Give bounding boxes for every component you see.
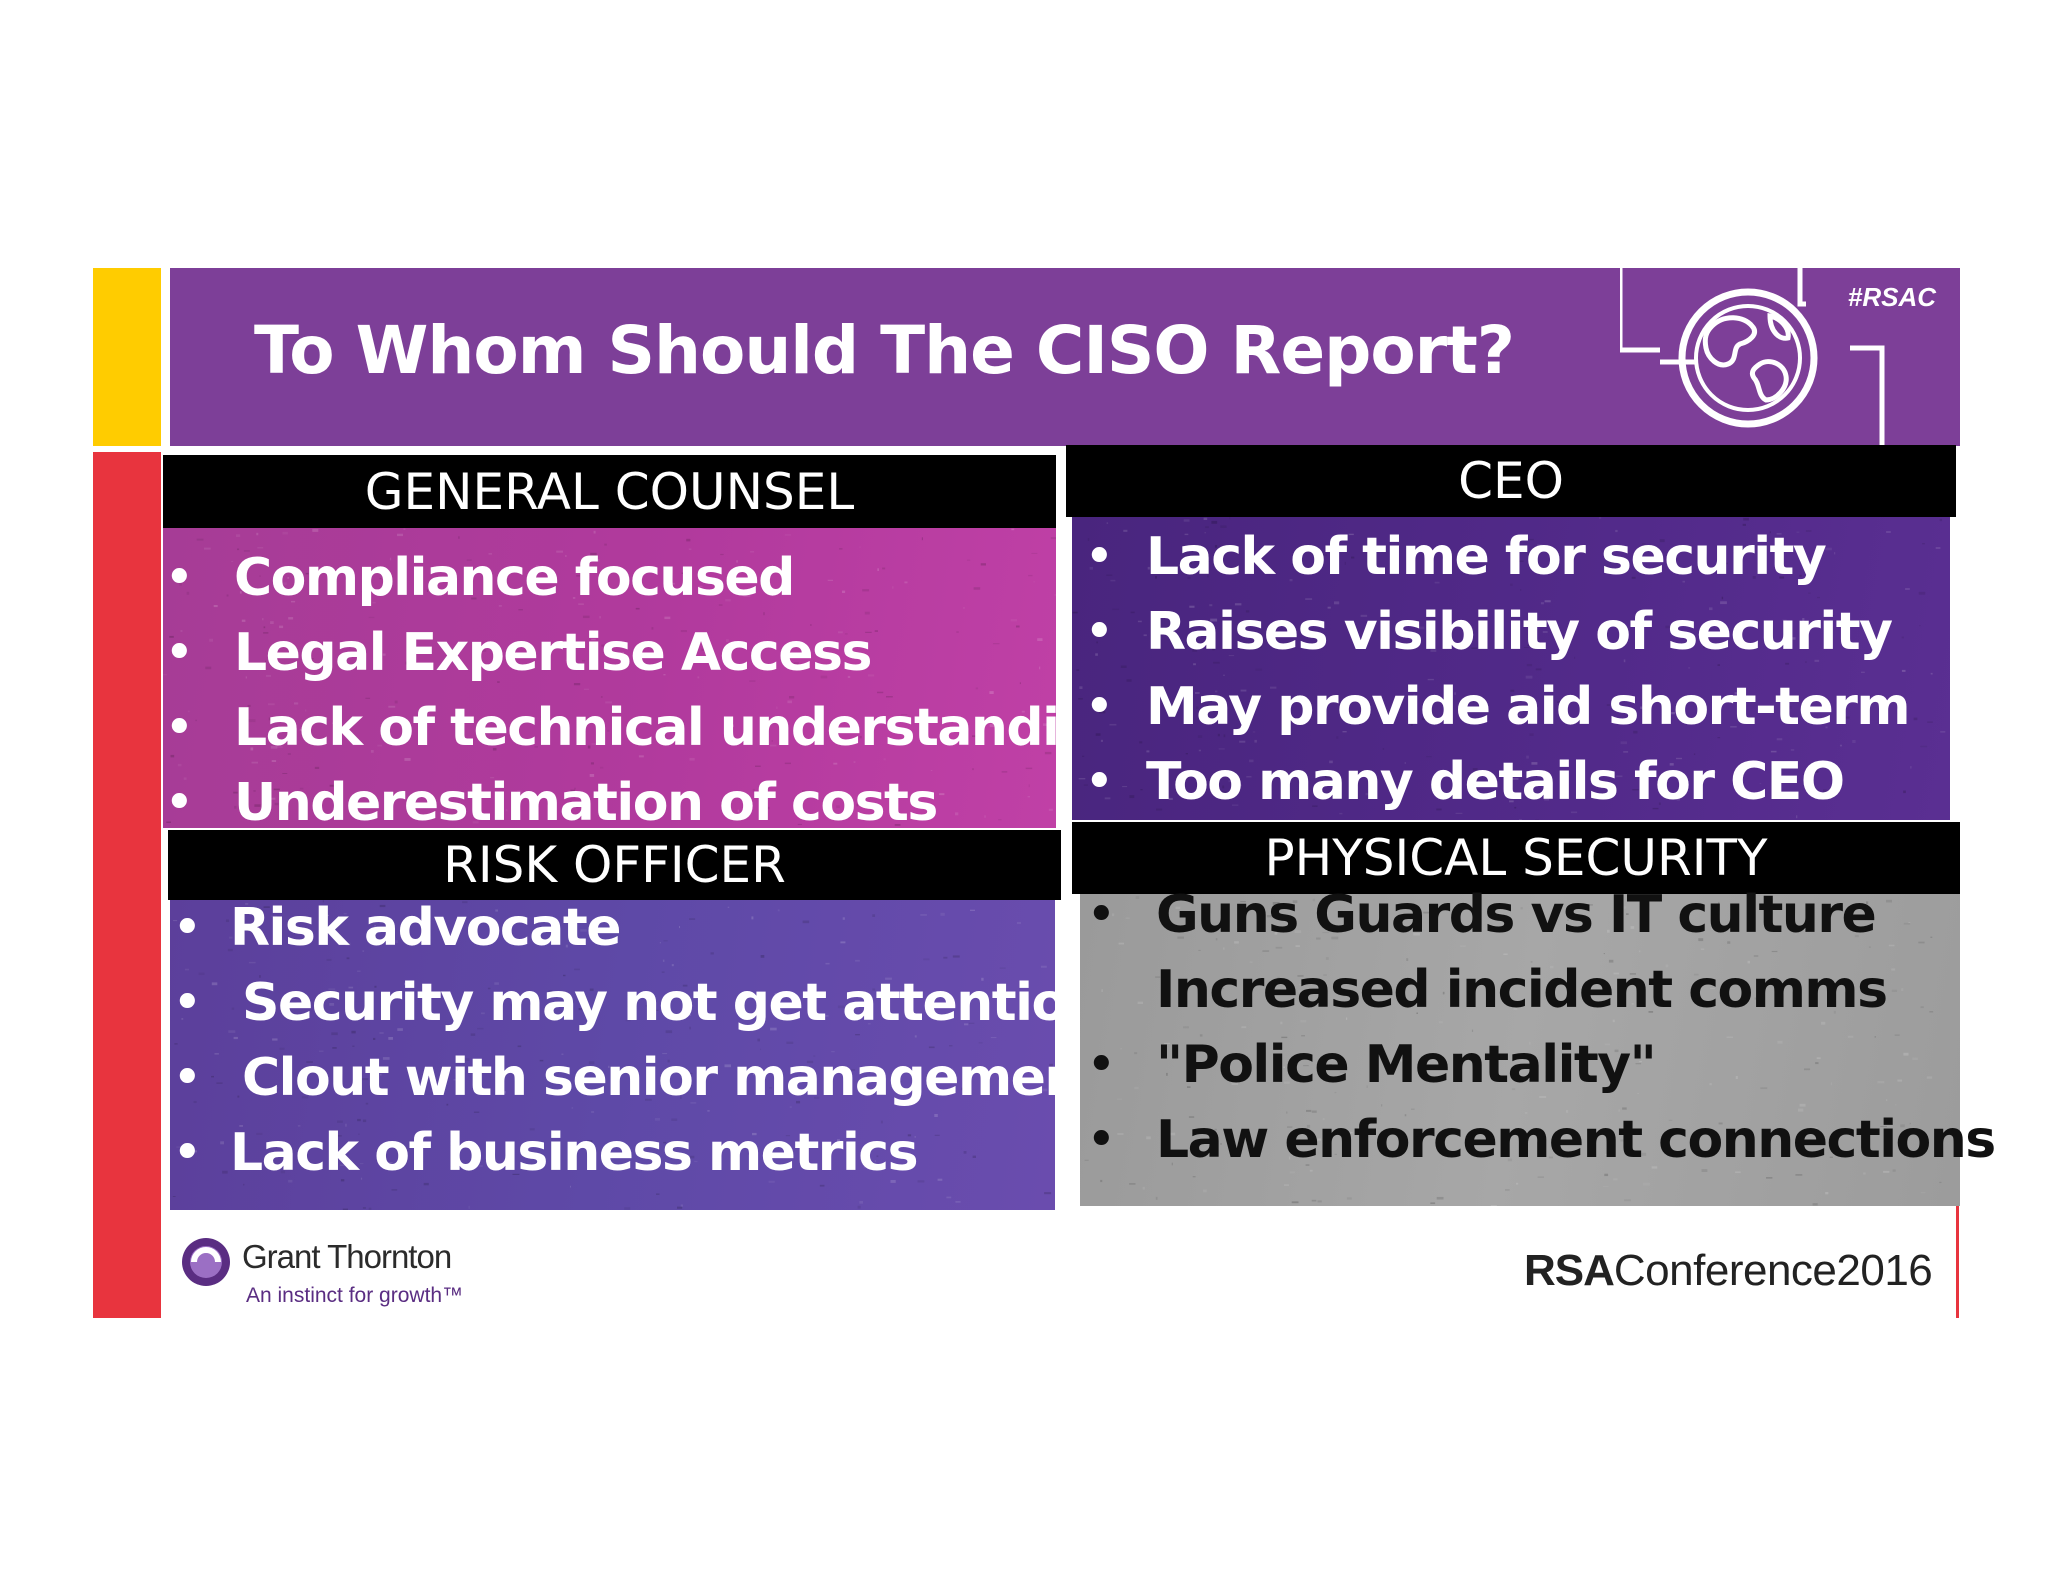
- bullet: •: [164, 548, 195, 608]
- rsac-hashtag: #RSAC: [1847, 282, 1936, 312]
- general-counsel-label: GENERAL COUNSEL: [163, 455, 1056, 528]
- list-item-text: Raises visibility of security: [1146, 602, 1893, 662]
- physical-security-panel: [1080, 890, 1960, 1206]
- list-item-text: "Police Mentality": [1156, 1035, 1657, 1095]
- bullet: •: [1084, 752, 1115, 812]
- list-item-text: May provide aid short-term: [1146, 677, 1911, 737]
- general-counsel-panel: [163, 528, 1056, 828]
- list-item-text: Increased incident comms: [1156, 960, 1888, 1020]
- list-item-text: Compliance focused: [234, 548, 795, 608]
- list-item-text: Guns Guards vs IT culture: [1156, 885, 1877, 945]
- bullet: •: [1084, 527, 1115, 587]
- list-item-text: Lack of technical understanding: [234, 698, 1131, 758]
- list-item-text: Risk advocate: [230, 898, 621, 958]
- red-accent-strip: [93, 452, 161, 1318]
- risk-officer-label: RISK OFFICER: [168, 830, 1061, 900]
- rsa-brand: RSA: [1524, 1246, 1615, 1295]
- bullet: •: [164, 773, 195, 833]
- bullet: •: [1084, 677, 1115, 737]
- bullet: •: [1084, 602, 1115, 662]
- grant-thornton-tagline: An instinct for growth™: [246, 1284, 464, 1307]
- yellow-accent-strip: [93, 268, 161, 446]
- grant-thornton-logo-icon: [182, 1238, 230, 1286]
- globe-icon: [1620, 268, 1885, 446]
- bullet: •: [172, 973, 203, 1033]
- right-edge-line: [1956, 1206, 1959, 1318]
- grant-thornton-name: Grant Thornton: [242, 1238, 452, 1275]
- risk-officer-panel: [170, 900, 1055, 1210]
- bullet: •: [172, 898, 203, 958]
- bullet: •: [164, 623, 195, 683]
- grant-thornton-logo: Grant Thornton An instinct for growth™: [180, 1232, 490, 1322]
- list-item-text: Clout with senior management: [242, 1048, 1105, 1108]
- list-item-text: Law enforcement connections: [1156, 1110, 1996, 1170]
- bullet: •: [1086, 1110, 1117, 1170]
- list-item-text: Lack of time for security: [1146, 527, 1827, 587]
- list-item-text: Legal Expertise Access: [234, 623, 872, 683]
- bullet: •: [164, 698, 195, 758]
- slide-header: To Whom Should The CISO Report? #RSAC: [170, 268, 1960, 446]
- slide-title: To Whom Should The CISO Report?: [254, 312, 1515, 389]
- list-item-text: Lack of business metrics: [230, 1123, 919, 1183]
- list-item-text: Too many details for CEO: [1146, 752, 1845, 812]
- rsa-conference-logo: RSAConference2016: [1524, 1246, 1933, 1296]
- rsa-event: Conference2016: [1613, 1246, 1933, 1295]
- bullet: •: [172, 1123, 203, 1183]
- list-item-text: Security may not get attention: [242, 973, 1103, 1033]
- list-item-text: Underestimation of costs: [234, 773, 938, 833]
- bullet: •: [1086, 1035, 1117, 1095]
- bullet: •: [172, 1048, 203, 1108]
- bullet: •: [1086, 885, 1117, 945]
- ceo-panel: [1072, 516, 1950, 820]
- physical-security-label: PHYSICAL SECURITY: [1072, 822, 1960, 894]
- ceo-label: CEO: [1066, 445, 1956, 517]
